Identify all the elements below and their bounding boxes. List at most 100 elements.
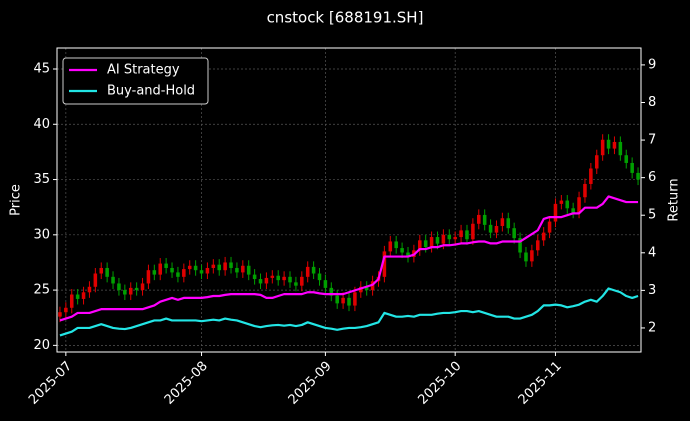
legend-frame (62, 57, 209, 105)
candle-body (630, 162, 634, 173)
candle-body (93, 273, 98, 287)
candle-body (58, 312, 62, 317)
candle-body (288, 276, 292, 283)
candle-body (488, 224, 493, 233)
y-tick-label: 30 (33, 227, 50, 242)
x-tick-label: 2025-09 (286, 359, 335, 408)
candle-body (347, 297, 351, 306)
candle-body (559, 200, 564, 204)
candle-body (636, 172, 640, 180)
candle-body (323, 280, 328, 288)
candle-body (152, 270, 157, 275)
candle-body (364, 286, 369, 291)
candle-body (577, 197, 581, 213)
candle-body (606, 139, 611, 149)
candle-body (164, 263, 168, 268)
line-series (59, 287, 639, 337)
candle-body (571, 208, 575, 213)
candle-body (353, 292, 357, 306)
candle-body (512, 228, 516, 239)
candle-body (441, 234, 446, 244)
candle-body (235, 267, 239, 273)
candle-body (600, 139, 605, 156)
candle-body (158, 263, 163, 275)
candle-body (75, 294, 80, 299)
candle-body (394, 241, 398, 249)
candle-body (199, 270, 204, 274)
candle-body (477, 214, 481, 224)
candle-body (270, 275, 275, 278)
candle-body (435, 237, 440, 244)
candle-body (223, 262, 227, 271)
candle-body (429, 237, 434, 247)
candle-body (111, 276, 115, 284)
candle-body (547, 221, 552, 233)
candle-body (459, 230, 463, 238)
candle-body (123, 290, 127, 295)
y-tick-label: 40 (33, 117, 50, 132)
candle-body (447, 234, 452, 240)
candle-body (624, 155, 629, 163)
legend: AI Strategy Buy-and-Hold (62, 57, 209, 105)
y-tick-label: 45 (33, 62, 50, 77)
y2-tick-label: 3 (648, 283, 656, 298)
y2-tick-label: 6 (648, 170, 656, 185)
candle-body (423, 240, 428, 247)
candle-body (553, 203, 558, 222)
candle-body (565, 200, 570, 209)
legend-label: AI Strategy (107, 63, 180, 78)
y2-tick-label: 7 (648, 133, 656, 148)
candle-body (128, 287, 133, 295)
candle-body (170, 267, 174, 273)
candle-body (341, 297, 345, 304)
candle-body (465, 230, 469, 240)
y-tick-label: 20 (33, 338, 50, 353)
candle-body (276, 275, 280, 281)
candle-body (305, 266, 310, 277)
candle-body (64, 307, 68, 313)
candle-body (229, 262, 233, 268)
candle-body (241, 265, 245, 273)
candle-body (418, 240, 422, 251)
candle-body (105, 267, 109, 277)
x-tick-label: 2025-08 (162, 359, 211, 408)
candle-body (453, 237, 457, 240)
candle-body (524, 252, 528, 262)
x-tick-label: 2025-07 (26, 359, 75, 408)
candle-body (400, 248, 404, 253)
candle-body (329, 287, 334, 296)
legend-label: Buy-and-Hold (107, 84, 195, 99)
candle-body (81, 292, 86, 299)
candle-body (594, 155, 599, 169)
candle-body (282, 276, 286, 281)
y-tick-label: 35 (33, 172, 50, 187)
candle-body (294, 282, 298, 286)
chart-title: cnstock [688191.SH] (267, 9, 424, 27)
y2-tick-label: 4 (648, 245, 656, 260)
candle-body (500, 218, 505, 226)
candle-body (406, 252, 410, 257)
y-tick-label: 25 (33, 283, 50, 298)
candle-body (140, 283, 145, 291)
y2-tick-label: 8 (648, 95, 656, 110)
x-tick-label: 2025-10 (415, 359, 464, 408)
candle-body (382, 251, 387, 277)
candle-body (205, 267, 210, 274)
candle-body (246, 265, 251, 275)
line-series (59, 195, 639, 322)
candle-body (69, 294, 74, 308)
candle-body (583, 183, 587, 198)
candle-body (618, 141, 623, 156)
plot-frame (56, 47, 642, 353)
candle-body (494, 225, 499, 233)
candle-body (264, 277, 269, 284)
candle-body (311, 266, 316, 274)
candle-body (176, 272, 180, 277)
candle-body (211, 264, 216, 268)
candle-body (87, 286, 92, 293)
candle-body (187, 265, 192, 270)
y2-axis-label: Return (667, 178, 682, 221)
candle-body (589, 168, 593, 184)
candle-body (541, 232, 546, 241)
candle-body (252, 274, 257, 280)
